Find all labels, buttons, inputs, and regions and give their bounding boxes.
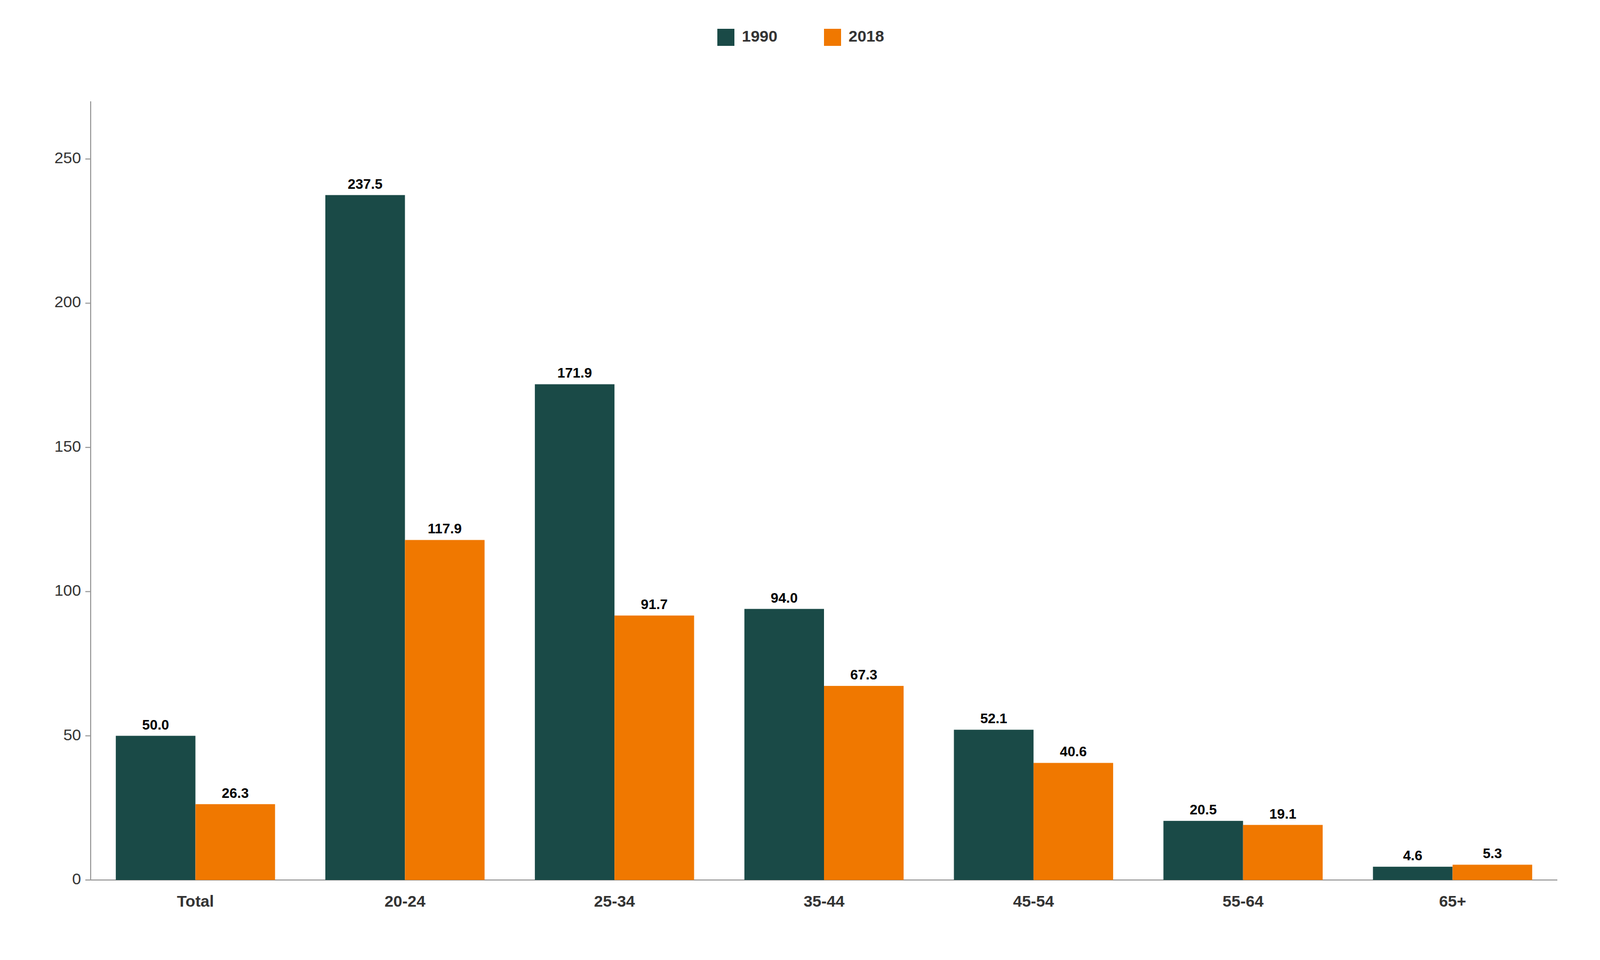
bar	[195, 804, 275, 880]
y-tick-label: 50	[63, 725, 82, 744]
data-label: 67.3	[850, 666, 878, 683]
y-tick-label: 0	[72, 869, 82, 888]
y-tick-label: 150	[54, 437, 82, 455]
bar	[954, 729, 1034, 880]
x-tick-label: 55-64	[1222, 892, 1264, 910]
bar	[1372, 866, 1453, 880]
y-tick	[85, 735, 91, 737]
data-label: 4.6	[1403, 847, 1423, 864]
x-tick-label: 65+	[1438, 892, 1467, 910]
data-label: 19.1	[1269, 805, 1297, 822]
data-label: 117.9	[427, 520, 462, 537]
bar	[404, 539, 485, 880]
bar	[614, 615, 694, 880]
data-label: 91.7	[640, 596, 668, 613]
x-tick-label: 20-24	[384, 892, 426, 910]
data-label: 237.5	[347, 176, 383, 192]
data-label: 50.0	[141, 716, 170, 733]
y-tick-label: 100	[54, 581, 82, 599]
y-axis: 0 50 100 150 200 250	[54, 101, 91, 888]
data-label: 171.9	[557, 364, 592, 381]
bar	[744, 609, 824, 880]
y-axis-line	[90, 101, 92, 880]
y-tick	[85, 879, 91, 881]
bar	[1243, 825, 1323, 880]
bar	[824, 685, 904, 880]
x-tick-label: 45-54	[1012, 892, 1054, 910]
bar	[1163, 820, 1243, 880]
x-tick-label: 25-34	[594, 892, 636, 910]
x-tick-label: 35-44	[803, 892, 845, 910]
bar	[534, 384, 615, 880]
bar	[1033, 762, 1114, 880]
y-tick	[85, 158, 91, 160]
bar	[1452, 864, 1533, 880]
legend: 1990 2018	[717, 27, 885, 46]
data-label: 52.1	[980, 710, 1008, 727]
y-tick-label: 200	[54, 292, 82, 311]
data-label: 26.3	[221, 785, 250, 802]
data-label: 5.3	[1482, 845, 1502, 862]
data-label: 20.5	[1189, 801, 1218, 818]
data-label: 40.6	[1059, 743, 1087, 760]
data-labels: 50.0 237.5 171.9 94.0 52.1 20.5 4.6 26.3 117.9 91…	[141, 176, 1502, 864]
legend-label: 2018	[848, 27, 885, 45]
y-tick	[85, 590, 91, 592]
data-label: 94.0	[770, 589, 798, 606]
bars	[115, 195, 1533, 880]
legend-label: 1990	[741, 27, 778, 45]
y-tick-label: 250	[54, 148, 82, 167]
bar	[115, 736, 196, 880]
chart: 0 50 100 150 200 250 Total 20-24 25-34 35-44 45-54…	[0, 0, 1600, 960]
bar	[325, 195, 405, 880]
x-axis: Total 20-24 25-34 35-44 45-54 55-64 65+	[90, 880, 1558, 910]
legend-swatch	[717, 28, 735, 46]
y-tick	[85, 302, 91, 304]
x-tick-label: Total	[177, 892, 214, 910]
y-tick	[85, 446, 91, 448]
legend-swatch	[824, 28, 842, 46]
